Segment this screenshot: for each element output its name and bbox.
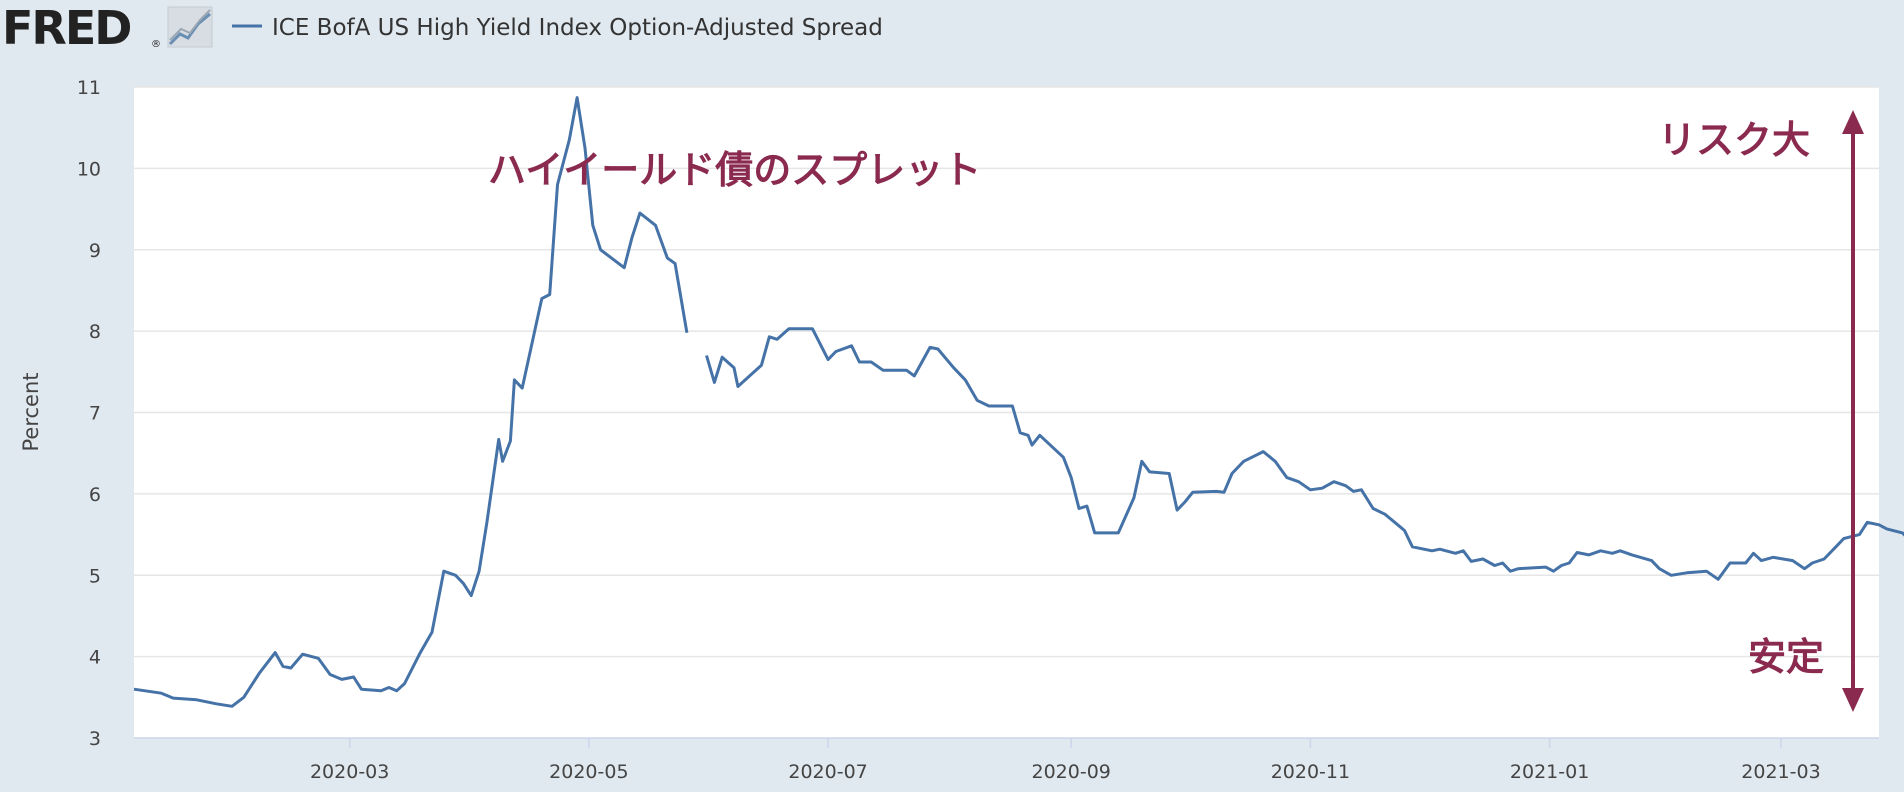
series-segment bbox=[705, 327, 1904, 581]
annotation-risk-high: リスク大 bbox=[1658, 118, 1810, 162]
y-tick-label: 9 bbox=[89, 240, 101, 262]
fred-logo[interactable]: FRED ® bbox=[2, 1, 161, 55]
series-segment bbox=[133, 96, 689, 708]
x-axis: 2020-03 2020-05 2020-07 2020-09 2020-11 2021-… bbox=[310, 738, 1821, 783]
y-tick-label: 11 bbox=[77, 77, 101, 99]
x-tick-label: 2021-01 bbox=[1510, 761, 1589, 783]
y-tick-label: 5 bbox=[89, 565, 101, 587]
y-tick-label: 8 bbox=[89, 321, 101, 343]
x-tick-label: 2020-11 bbox=[1271, 761, 1350, 783]
y-tick-label: 3 bbox=[89, 728, 101, 750]
registered-mark: ® bbox=[151, 39, 161, 50]
y-tick-label: 4 bbox=[89, 647, 101, 669]
risk-arrow bbox=[1842, 110, 1864, 712]
y-axis: 3 4 5 6 7 8 9 10 11 bbox=[77, 77, 101, 750]
legend[interactable]: ICE BofA US High Yield Index Option-Adju… bbox=[232, 15, 883, 41]
series-line[interactable] bbox=[133, 96, 1904, 708]
legend-label: ICE BofA US High Yield Index Option-Adju… bbox=[272, 15, 883, 41]
annotation-stable: 安定 bbox=[1748, 635, 1824, 679]
x-tick-label: 2020-09 bbox=[1032, 761, 1111, 783]
x-tick-label: 2021-03 bbox=[1741, 761, 1820, 783]
x-tick-label: 2020-07 bbox=[788, 761, 867, 783]
x-tick-label: 2020-03 bbox=[310, 761, 389, 783]
fred-logo-text: FRED bbox=[2, 1, 130, 55]
y-tick-label: 10 bbox=[77, 158, 101, 180]
annotation-title: ハイイールド債のスプレット bbox=[488, 148, 981, 192]
y-axis-label: Percent bbox=[19, 372, 43, 451]
line-chart-icon bbox=[167, 6, 213, 48]
grid bbox=[134, 86, 1879, 739]
y-tick-label: 7 bbox=[89, 403, 101, 425]
y-tick-label: 6 bbox=[89, 484, 101, 506]
x-tick-label: 2020-05 bbox=[549, 761, 628, 783]
